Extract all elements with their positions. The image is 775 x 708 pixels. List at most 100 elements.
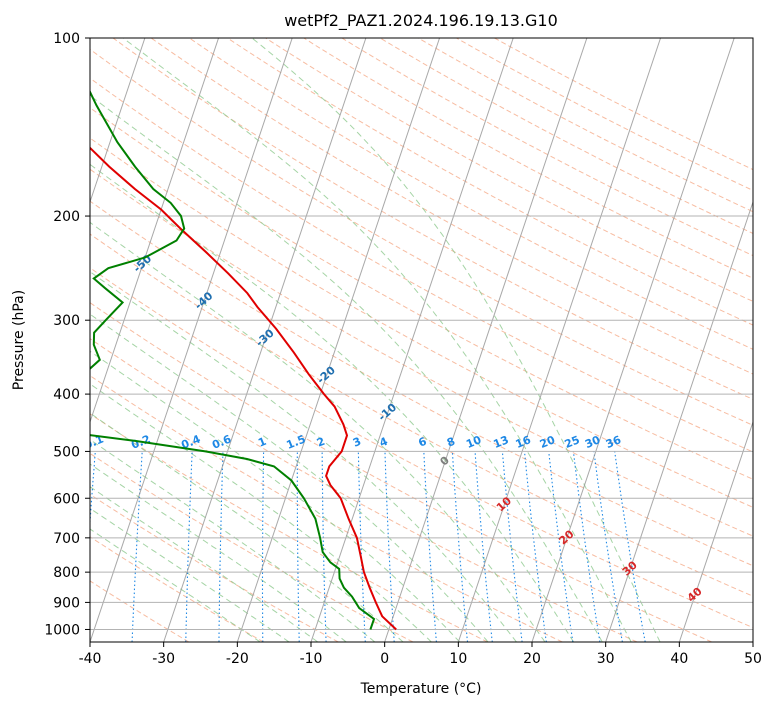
mixing-ratio-label: 20 — [538, 433, 557, 451]
temperature-line — [90, 146, 397, 631]
x-axis-label: Temperature (°C) — [360, 681, 482, 697]
y-tick-label: 500 — [53, 444, 80, 460]
moist-adiabat — [90, 528, 261, 642]
dry-adiabat — [189, 38, 753, 350]
mixing-ratio-line — [185, 451, 193, 642]
dry-adiabat — [90, 338, 638, 642]
mixing-ratio-line — [90, 451, 96, 529]
y-tick-label: 400 — [53, 387, 80, 403]
isotherm — [605, 200, 753, 642]
moist-adiabat — [90, 463, 347, 642]
isotherm-label: -40 — [192, 289, 216, 312]
dry-adiabat — [90, 452, 414, 642]
mixing-ratio-line — [501, 451, 523, 642]
isotherm — [236, 38, 441, 642]
moist-adiabat — [90, 383, 432, 642]
dry-adiabat — [227, 38, 753, 326]
moist-adiabat — [90, 507, 290, 642]
isotherm — [678, 420, 753, 642]
x-tick-label: -20 — [226, 651, 249, 667]
x-tick-label: -10 — [300, 651, 323, 667]
mixing-ratio-label: 1.5 — [285, 432, 308, 451]
sounding-series — [90, 89, 397, 631]
mixing-ratio-line — [218, 451, 224, 642]
plot-frame — [89, 37, 754, 643]
dry-adiabat — [90, 168, 753, 537]
dry-adiabat — [150, 38, 753, 375]
background-lines — [90, 38, 753, 642]
mixing-ratio-line — [572, 451, 601, 642]
dry-adiabat — [90, 200, 753, 567]
moist-adiabat — [90, 486, 319, 642]
y-axis-label: Pressure (hPa) — [11, 290, 27, 390]
isotherm-label: -10 — [376, 401, 400, 424]
mixing-ratio-line — [523, 451, 547, 642]
dry-adiabat — [112, 38, 753, 400]
mixing-ratio-line — [451, 451, 469, 642]
mixing-ratio-line — [384, 451, 395, 642]
mixing-ratio-label: 25 — [563, 433, 582, 451]
moist-adiabat — [90, 313, 489, 642]
mixing-ratio-line — [296, 451, 300, 642]
isotherm-label-warm: 20 — [556, 527, 576, 547]
moist-adiabat — [90, 271, 517, 642]
dry-adiabat — [90, 267, 753, 629]
x-tick-label: -40 — [79, 651, 102, 667]
mixing-ratio-line — [593, 451, 623, 642]
y-tick-label: 600 — [53, 491, 80, 507]
moist-adiabat — [90, 221, 546, 642]
mixing-ratio-label: 0.6 — [210, 432, 233, 451]
gridlines — [90, 38, 753, 642]
y-tick-label: 700 — [53, 531, 80, 547]
isotherm — [163, 38, 367, 642]
moist-adiabat — [90, 350, 461, 642]
x-tick-label: 10 — [449, 651, 467, 667]
x-tick-label: 30 — [597, 651, 615, 667]
x-axis: -40 -30 -20 -10 0 10 20 30 40 50 — [79, 642, 762, 667]
mixing-ratio-label: 16 — [514, 433, 533, 451]
mixing-ratio-label: 2 — [315, 435, 327, 450]
isotherm-label: -20 — [314, 363, 338, 386]
x-tick-label: 50 — [744, 651, 762, 667]
mixing-ratio-label: 6 — [417, 435, 429, 450]
dry-adiabat — [494, 38, 753, 171]
mixing-ratio-label: 4 — [378, 435, 390, 450]
dry-adiabat — [90, 233, 753, 597]
y-tick-label: 800 — [53, 565, 80, 581]
mixing-ratio-line — [131, 451, 143, 642]
mixing-ratio-line — [474, 451, 493, 642]
dry-adiabat — [90, 48, 753, 426]
mixing-ratio-label: 3 — [351, 435, 363, 450]
isotherm — [752, 640, 753, 642]
dry-adiabat — [90, 137, 753, 508]
dry-adiabat — [379, 38, 753, 234]
isotherm — [90, 38, 146, 204]
isoline-labels: 0.10.20.40.611.52346810131620253036-100-… — [8, 178, 705, 605]
isotherm — [310, 38, 514, 642]
x-tick-label: 20 — [523, 651, 541, 667]
dry-adiabat — [341, 38, 753, 257]
isotherm-label: -50 — [131, 252, 155, 275]
mixing-ratio-label: 10 — [464, 433, 483, 451]
dry-adiabat — [456, 38, 753, 191]
moist-adiabat — [122, 38, 632, 642]
isotherm-label-warm: 40 — [685, 585, 705, 605]
moist-adiabat — [251, 38, 661, 642]
x-tick-label: 40 — [670, 651, 688, 667]
moist-adiabat — [90, 412, 404, 642]
y-tick-label: 1000 — [44, 622, 80, 638]
chart-title: wetPf2_PAZ1.2024.196.19.13.G10 — [284, 11, 558, 31]
moist-adiabat — [90, 94, 603, 642]
dewpoint-line — [90, 89, 376, 630]
mixing-ratio-line — [614, 451, 646, 642]
y-tick-label: 900 — [53, 595, 80, 611]
y-axis: 100 200 300 400 500 600 700 800 900 1000 — [44, 31, 90, 638]
y-tick-label: 300 — [53, 313, 80, 329]
mixing-ratio-label: 8 — [445, 435, 457, 450]
dry-adiabat — [265, 38, 753, 302]
mixing-ratio-label: 36 — [604, 433, 623, 451]
moist-adiabat — [90, 438, 376, 642]
isotherm — [384, 38, 588, 642]
isotherm-label-warm: 10 — [494, 494, 514, 514]
isotherm-label: -70 — [8, 178, 32, 201]
